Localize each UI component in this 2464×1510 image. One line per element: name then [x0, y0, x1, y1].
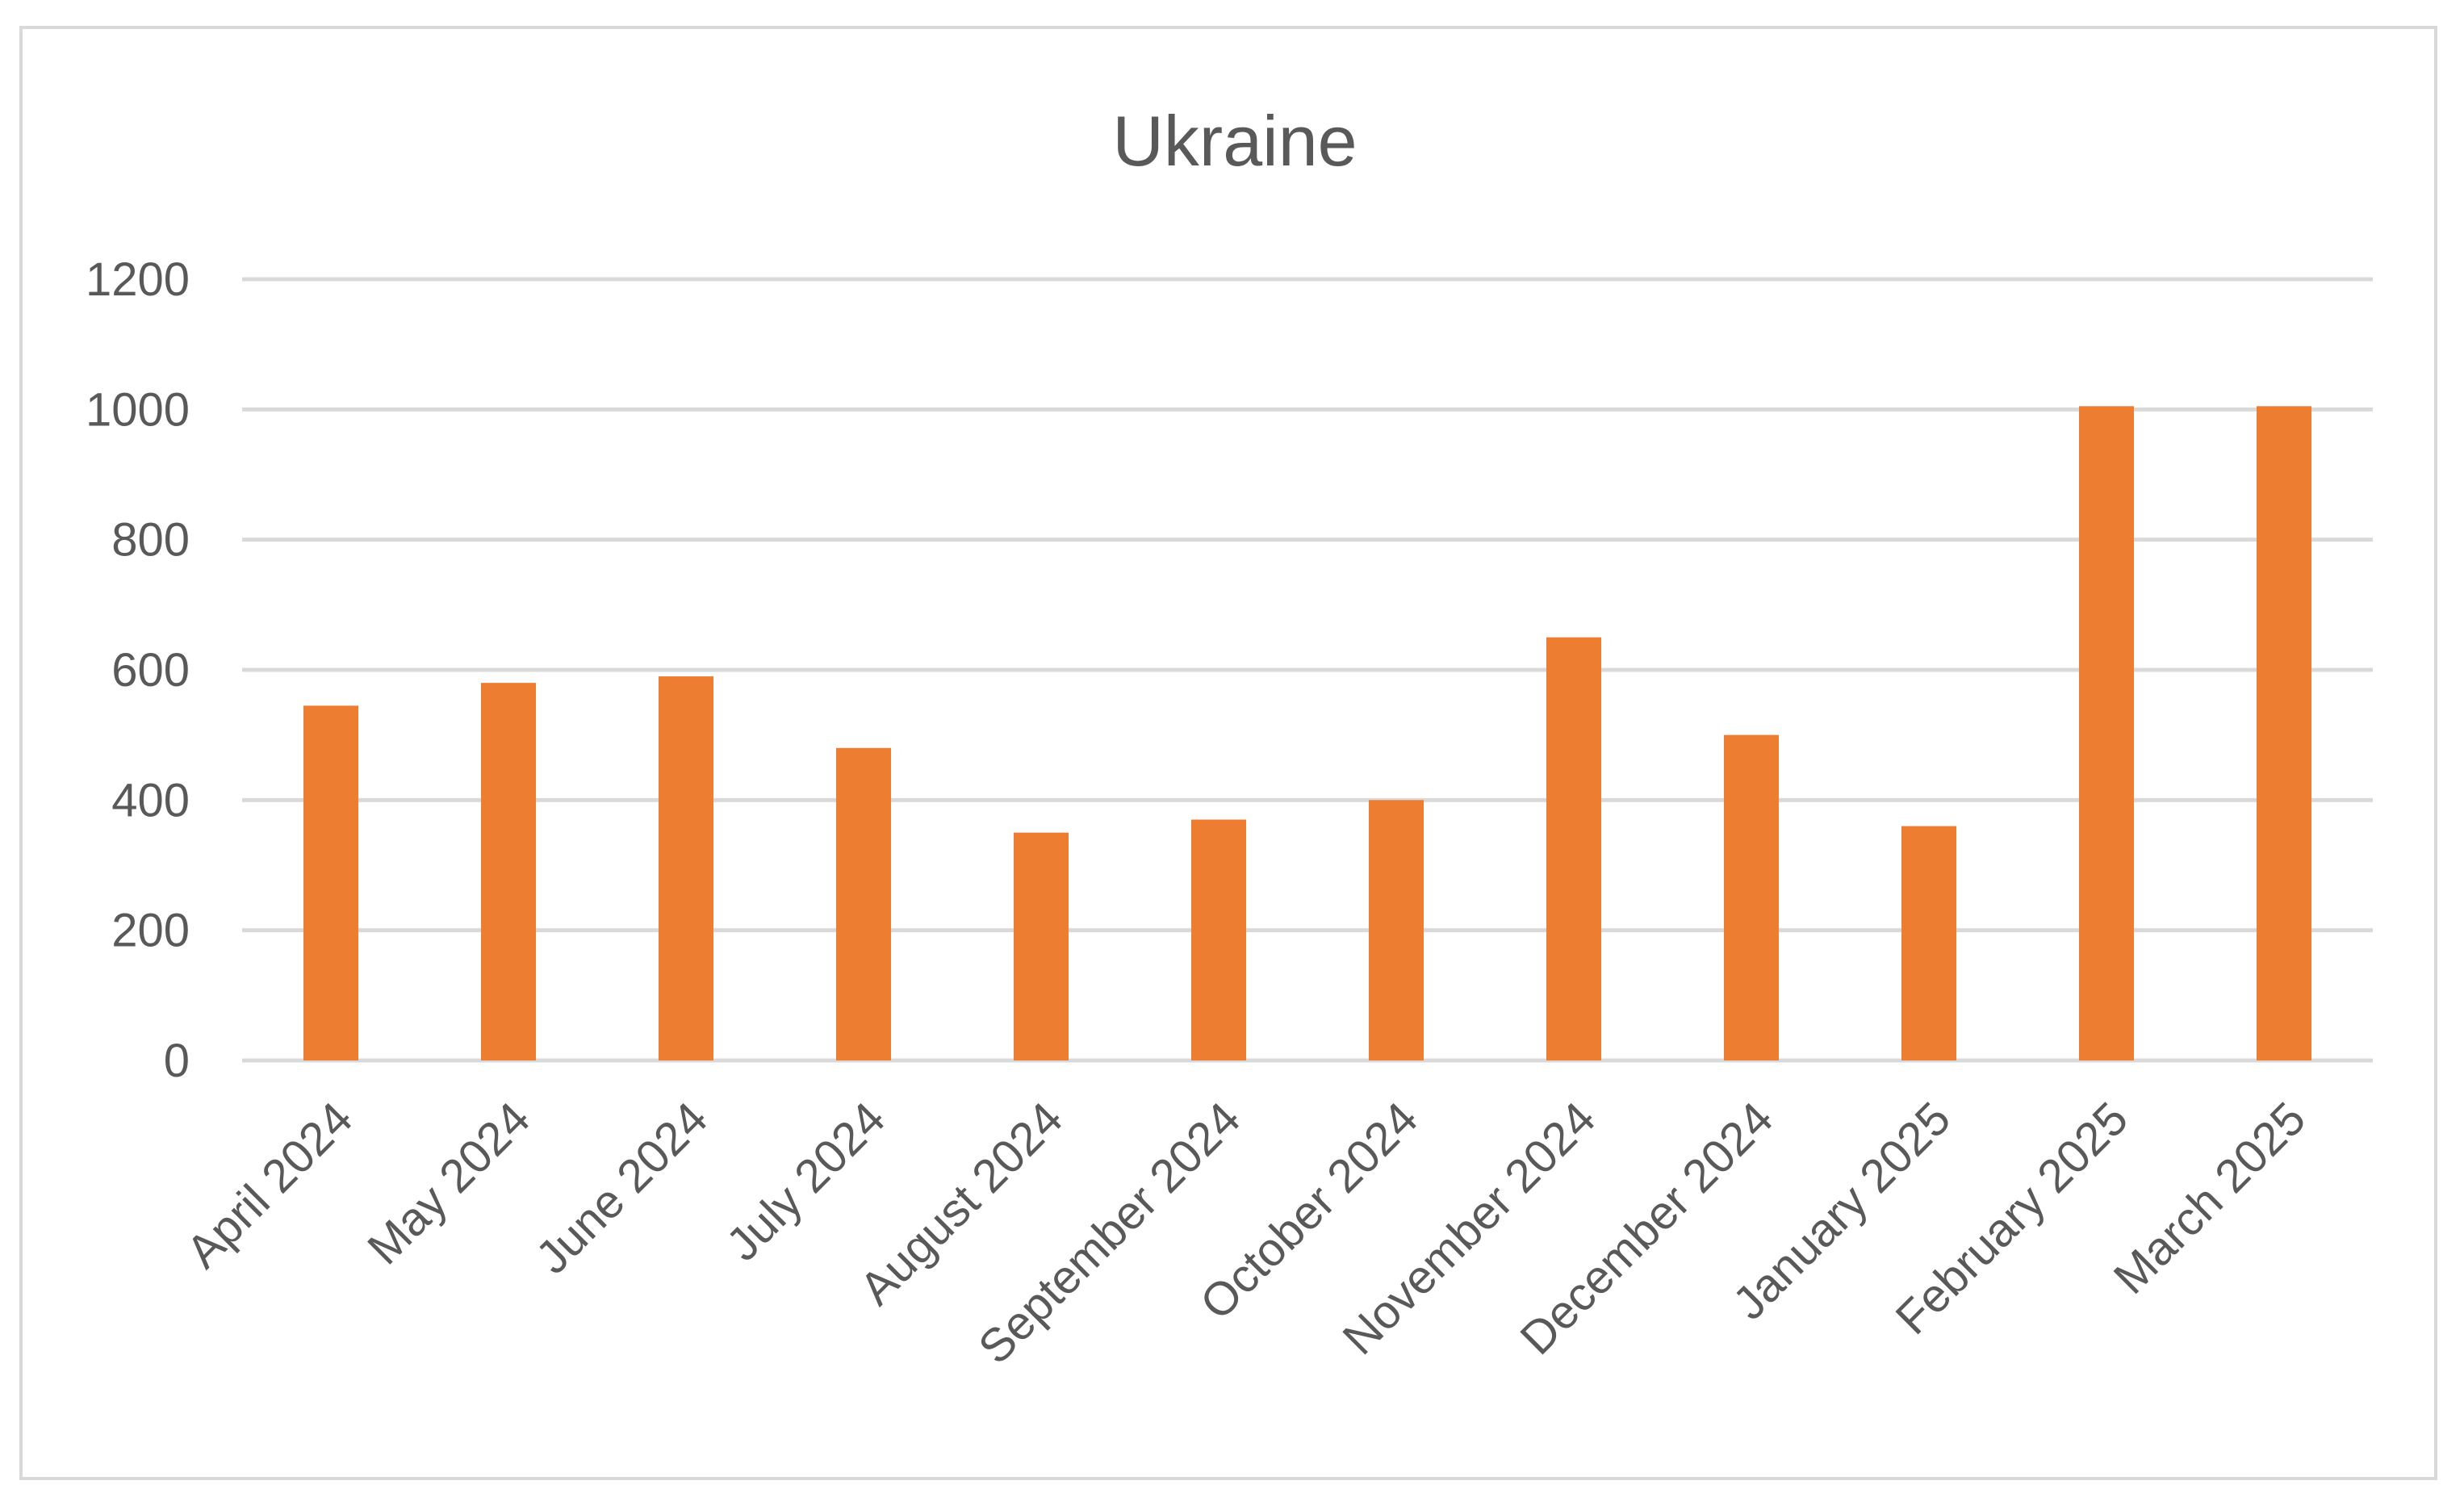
x-category-label: April 2024: [177, 1092, 363, 1278]
bar: [836, 747, 891, 1060]
x-category-label: May 2024: [358, 1092, 540, 1274]
bar: [1369, 800, 1424, 1060]
y-axis-tick-labels: 0 200 400 600 800 1000 1200: [86, 253, 190, 1087]
bar: [1014, 832, 1069, 1060]
y-tick-label: 600: [111, 644, 190, 696]
bar: [659, 676, 713, 1060]
y-tick-label: 0: [164, 1035, 190, 1087]
y-tick-label: 800: [111, 514, 190, 567]
bar: [1191, 819, 1246, 1060]
x-category-label: July 2024: [717, 1092, 896, 1271]
y-tick-label: 200: [111, 905, 190, 957]
bar: [1724, 734, 1779, 1060]
y-tick-label: 1000: [86, 383, 190, 436]
bar: [1901, 826, 1956, 1060]
y-tick-label: 1200: [86, 253, 190, 306]
bar: [1546, 637, 1601, 1060]
bar: [2257, 406, 2311, 1060]
grid-lines: [242, 277, 2373, 1063]
y-tick-label: 400: [111, 774, 190, 826]
bar: [303, 705, 358, 1060]
x-category-label: March 2025: [2104, 1092, 2316, 1304]
bar: [481, 683, 536, 1060]
x-category-label: June 2024: [526, 1092, 718, 1284]
chart-title: Ukraine: [1112, 101, 1357, 181]
bar: [2079, 406, 2134, 1060]
chart-frame: [19, 26, 2437, 1480]
bars: [303, 406, 2311, 1060]
